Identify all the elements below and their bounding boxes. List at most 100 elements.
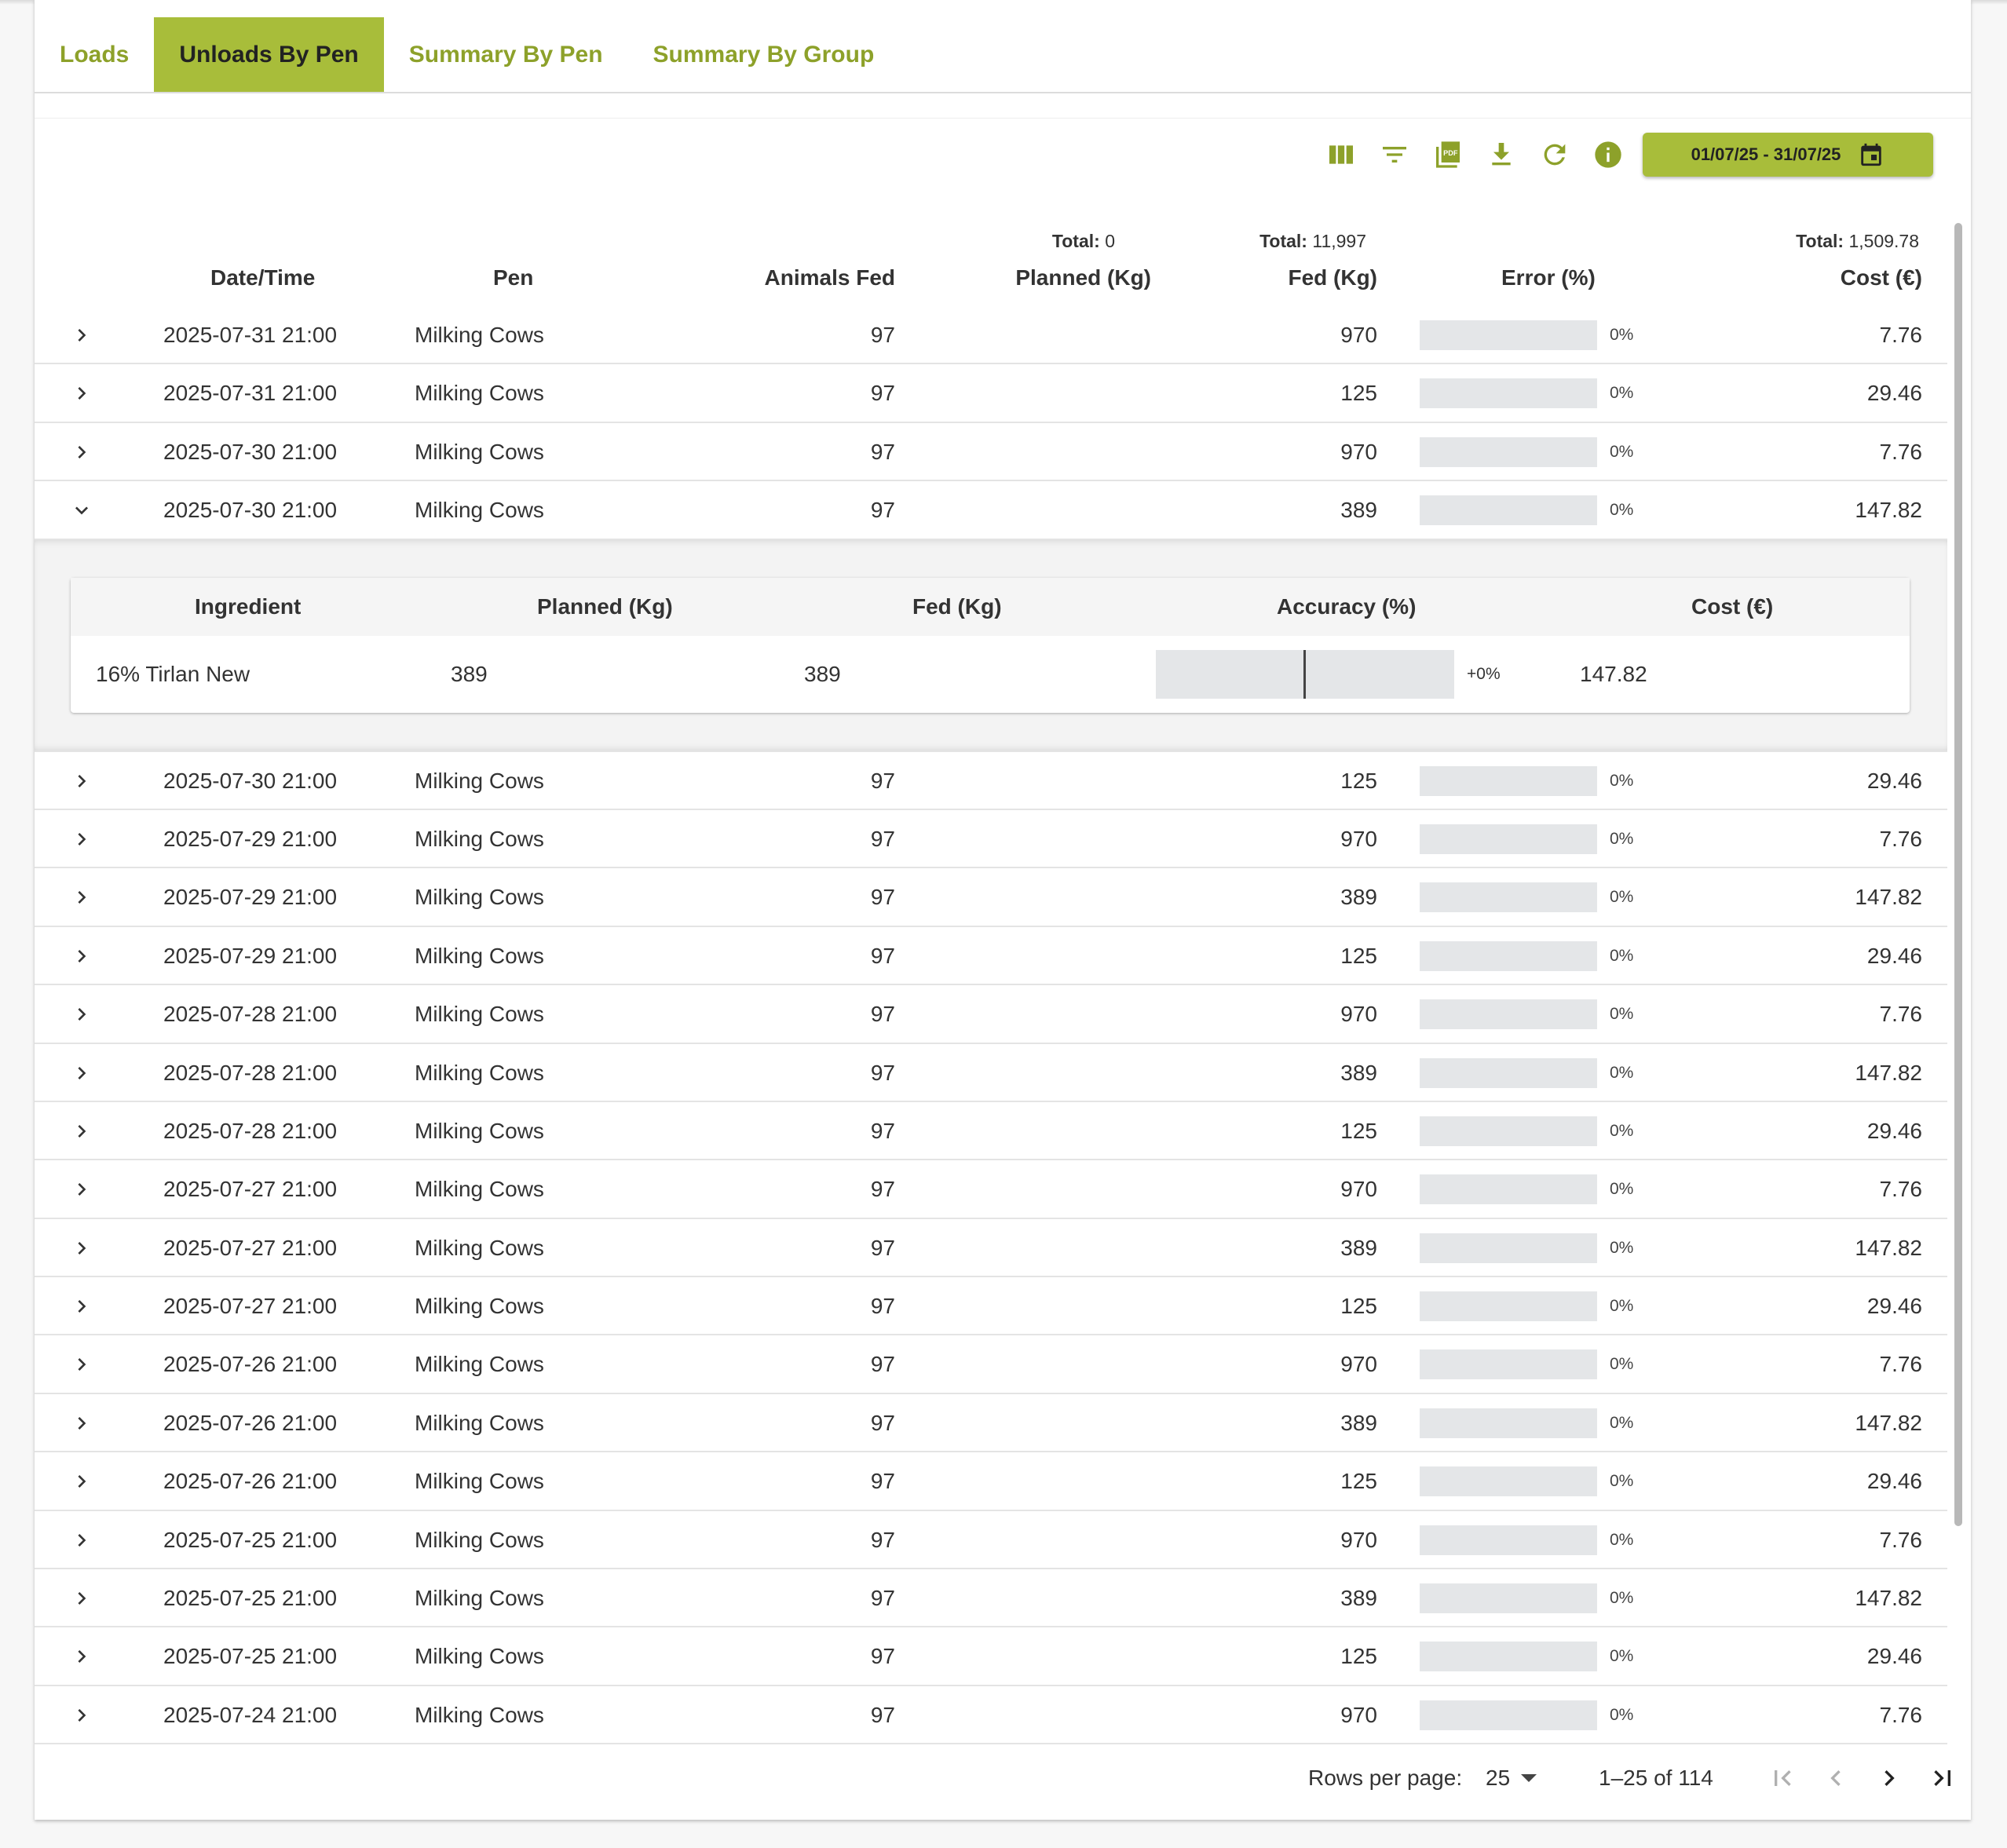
table-row[interactable]: 2025-07-29 21:00 Milking Cows 97 125 0% 29.46 xyxy=(35,927,1947,986)
error-bar xyxy=(1420,1233,1597,1263)
expand-button[interactable] xyxy=(69,927,94,985)
table-row[interactable]: 2025-07-25 21:00 Milking Cows 97 389 0% 147.8… xyxy=(35,1569,1947,1628)
table-row[interactable]: 2025-07-29 21:00 Milking Cows 97 389 0% 147.8… xyxy=(35,868,1947,927)
error-value: 0% xyxy=(1610,1647,1634,1666)
cell-animals-fed: 97 xyxy=(870,943,895,968)
refresh-icon[interactable] xyxy=(1539,139,1570,170)
table-row[interactable]: 2025-07-27 21:00 Milking Cows 97 125 0% 29.46 xyxy=(35,1277,1947,1336)
filter-icon[interactable] xyxy=(1379,139,1410,170)
column-fed[interactable]: Fed (Kg) xyxy=(1288,265,1377,290)
table-row[interactable]: 2025-07-27 21:00 Milking Cows 97 970 0% 7.76 xyxy=(35,1160,1947,1219)
chevron-right-icon xyxy=(69,1644,94,1669)
expand-button[interactable] xyxy=(69,1627,94,1685)
date-range-button[interactable]: 01/07/25 - 31/07/25 xyxy=(1643,133,1933,177)
expand-button[interactable] xyxy=(69,1160,94,1218)
cell-cost: 29.46 xyxy=(1866,381,1922,406)
expand-button[interactable] xyxy=(69,364,94,422)
chevron-right-icon xyxy=(69,440,94,465)
table-row[interactable]: 2025-07-26 21:00 Milking Cows 97 125 0% 29.46 xyxy=(35,1452,1947,1511)
expand-button[interactable] xyxy=(69,1686,94,1744)
column-datetime[interactable]: Date/Time xyxy=(210,265,316,290)
column-error[interactable]: Error (%) xyxy=(1501,265,1596,290)
table-row[interactable]: 2025-07-31 21:00 Milking Cows 97 970 0% 7.76 xyxy=(35,306,1947,365)
table-row[interactable]: 2025-07-26 21:00 Milking Cows 97 970 0% 7.76 xyxy=(35,1335,1947,1394)
column-ingredient: Ingredient xyxy=(195,593,302,619)
expand-button[interactable] xyxy=(69,1569,94,1627)
expand-button[interactable] xyxy=(69,306,94,364)
column-pen[interactable]: Pen xyxy=(493,265,534,290)
expand-button[interactable] xyxy=(69,1044,94,1102)
table-row[interactable]: 2025-07-30 21:00 Milking Cows 97 389 0% 147.8… xyxy=(35,481,1947,540)
table-row[interactable]: 2025-07-30 21:00 Milking Cows 97 970 0% 7.76 xyxy=(35,423,1947,482)
error-value: 0% xyxy=(1610,1005,1634,1024)
table-row[interactable]: 2025-07-24 21:00 Milking Cows 97 970 0% 7.76 xyxy=(35,1686,1947,1745)
error-value: 0% xyxy=(1610,1355,1634,1374)
table-row[interactable]: 2025-07-25 21:00 Milking Cows 97 125 0% 29.46 xyxy=(35,1627,1947,1686)
table-row[interactable]: 2025-07-29 21:00 Milking Cows 97 970 0% 7.76 xyxy=(35,810,1947,869)
cell-pen: Milking Cows xyxy=(415,1177,544,1202)
column-planned[interactable]: Planned (Kg) xyxy=(1015,265,1151,290)
tab-unloads-by-pen[interactable]: Unloads By Pen xyxy=(154,17,384,93)
cell-datetime: 2025-07-28 21:00 xyxy=(163,1002,338,1027)
error-value: 0% xyxy=(1610,946,1634,965)
next-page-button[interactable] xyxy=(1874,1743,1905,1813)
chevron-left-icon xyxy=(1830,1770,1841,1786)
last-page-icon xyxy=(1934,1770,1950,1786)
accuracy-bar xyxy=(1156,649,1454,699)
expand-button[interactable] xyxy=(69,1511,94,1569)
expand-button[interactable] xyxy=(69,1219,94,1277)
download-icon[interactable] xyxy=(1486,139,1517,170)
expand-button[interactable] xyxy=(69,985,94,1043)
table-row[interactable]: 2025-07-28 21:00 Milking Cows 97 125 0% 29.46 xyxy=(35,1102,1947,1161)
expand-button[interactable] xyxy=(69,423,94,481)
table-row[interactable]: 2025-07-26 21:00 Milking Cows 97 389 0% 147.8… xyxy=(35,1394,1947,1453)
column-animals-fed[interactable]: Animals Fed xyxy=(764,265,895,290)
expand-button[interactable] xyxy=(69,1277,94,1335)
info-icon[interactable] xyxy=(1592,139,1624,170)
expand-button[interactable] xyxy=(69,1102,94,1160)
cell-pen: Milking Cows xyxy=(415,381,544,406)
expand-button[interactable] xyxy=(69,481,94,539)
first-page-button[interactable] xyxy=(1767,1743,1798,1813)
expand-button[interactable] xyxy=(69,752,94,810)
expand-button[interactable] xyxy=(69,1335,94,1393)
chevron-right-icon xyxy=(69,1528,94,1553)
cell-datetime: 2025-07-26 21:00 xyxy=(163,1352,338,1377)
chevron-right-icon xyxy=(69,381,94,406)
table-body: 2025-07-31 21:00 Milking Cows 97 970 0% 7.76 2… xyxy=(35,306,1947,1745)
expand-button[interactable] xyxy=(69,868,94,926)
expand-button[interactable] xyxy=(69,1394,94,1452)
vertical-scrollbar[interactable] xyxy=(1952,221,1965,1540)
error-value: 0% xyxy=(1610,501,1634,520)
expand-button[interactable] xyxy=(69,1452,94,1510)
tab-summary-by-pen[interactable]: Summary By Pen xyxy=(408,42,603,68)
tab-loads[interactable]: Loads xyxy=(60,42,130,68)
table-row[interactable]: 2025-07-27 21:00 Milking Cows 97 389 0% 147.8… xyxy=(35,1219,1947,1278)
pdf-icon[interactable]: PDF xyxy=(1432,139,1464,170)
expand-button[interactable] xyxy=(69,810,94,868)
columns-icon[interactable] xyxy=(1325,139,1357,170)
cell-error: 0% xyxy=(1420,1160,1633,1218)
chevron-right-icon xyxy=(69,1703,94,1728)
cell-datetime: 2025-07-30 21:00 xyxy=(163,768,338,793)
chevron-right-icon xyxy=(69,769,94,794)
cell-datetime: 2025-07-26 21:00 xyxy=(163,1469,338,1494)
cell-error: 0% xyxy=(1420,752,1633,810)
previous-page-button[interactable] xyxy=(1820,1743,1852,1813)
tab-summary-by-group[interactable]: Summary By Group xyxy=(653,42,875,68)
rows-per-page-select[interactable]: 25 xyxy=(1486,1743,1537,1813)
table-row[interactable]: 2025-07-31 21:00 Milking Cows 97 125 0% 29.46 xyxy=(35,364,1947,423)
error-value: 0% xyxy=(1610,442,1634,461)
table-row[interactable]: 2025-07-28 21:00 Milking Cows 97 389 0% 147.8… xyxy=(35,1044,1947,1102)
table-row[interactable]: 2025-07-30 21:00 Milking Cows 97 125 0% 29.46 xyxy=(35,752,1947,810)
table-row[interactable]: 2025-07-25 21:00 Milking Cows 97 970 0% 7.76 xyxy=(35,1511,1947,1570)
error-value: 0% xyxy=(1610,1413,1634,1432)
scrollbar-thumb[interactable] xyxy=(1954,223,1962,1526)
cell-fed: 970 xyxy=(1340,826,1377,851)
error-value: 0% xyxy=(1610,1063,1634,1082)
cell-cost: 29.46 xyxy=(1866,1644,1922,1669)
table-row[interactable]: 2025-07-28 21:00 Milking Cows 97 970 0% 7.76 xyxy=(35,985,1947,1044)
last-page-button[interactable] xyxy=(1927,1743,1958,1813)
column-cost[interactable]: Cost (€) xyxy=(1840,265,1922,290)
